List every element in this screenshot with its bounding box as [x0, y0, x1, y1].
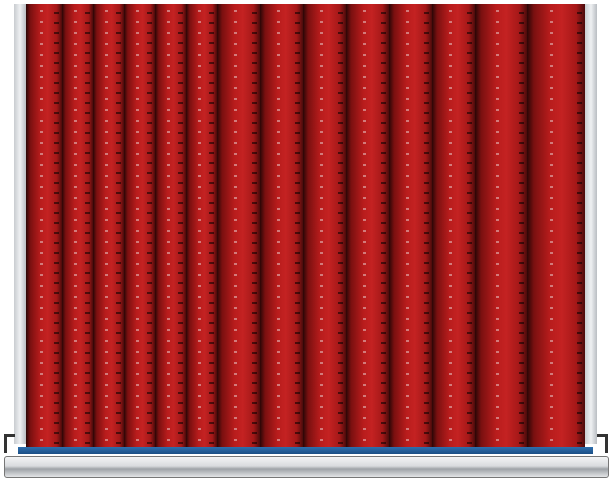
divider-slots — [209, 4, 214, 448]
divider-slots — [85, 4, 90, 448]
divider-slots — [178, 4, 183, 448]
divider-compartment — [260, 4, 303, 454]
right-drawer-side — [585, 4, 597, 444]
divider-holes — [550, 10, 554, 454]
divider-compartment — [475, 4, 527, 454]
divider-holes — [234, 10, 238, 454]
divider-holes — [277, 10, 281, 454]
divider-compartment — [527, 4, 585, 454]
divider-holes — [449, 10, 453, 454]
divider-compartment — [389, 4, 432, 454]
divider-slots — [577, 4, 582, 448]
divider-compartment — [26, 4, 62, 454]
divider-slots — [338, 4, 343, 448]
right-hook — [597, 434, 608, 453]
divider-compartment — [93, 4, 124, 454]
drawer-handle-rail[interactable] — [4, 456, 609, 478]
divider-holes — [363, 10, 367, 454]
divider-slots — [54, 4, 59, 448]
divider-holes — [74, 10, 78, 454]
divider-slots — [519, 4, 524, 448]
divider-slots — [252, 4, 257, 448]
divider-slots — [424, 4, 429, 448]
divider-compartment — [303, 4, 346, 454]
divider-slots — [467, 4, 472, 448]
divider-compartment — [432, 4, 475, 454]
divider-holes — [320, 10, 324, 454]
divider-holes — [167, 10, 171, 454]
divider-compartment — [186, 4, 217, 454]
left-hook — [4, 434, 15, 453]
divider-slots — [381, 4, 386, 448]
divider-compartment — [62, 4, 93, 454]
divider-holes — [495, 10, 499, 454]
divider-holes — [40, 10, 44, 454]
divider-holes — [136, 10, 140, 454]
divider-holes — [406, 10, 410, 454]
divider-holes — [105, 10, 109, 454]
left-drawer-side — [14, 4, 26, 444]
divider-compartment — [124, 4, 155, 454]
divider-compartment — [217, 4, 260, 454]
divider-compartment — [346, 4, 389, 454]
divider-slots — [147, 4, 152, 448]
drawer-front-strip — [18, 447, 593, 454]
divider-slots — [116, 4, 121, 448]
divider-compartment — [155, 4, 186, 454]
divider-holes — [198, 10, 202, 454]
divider-slots — [295, 4, 300, 448]
divider-compartments — [26, 4, 585, 454]
